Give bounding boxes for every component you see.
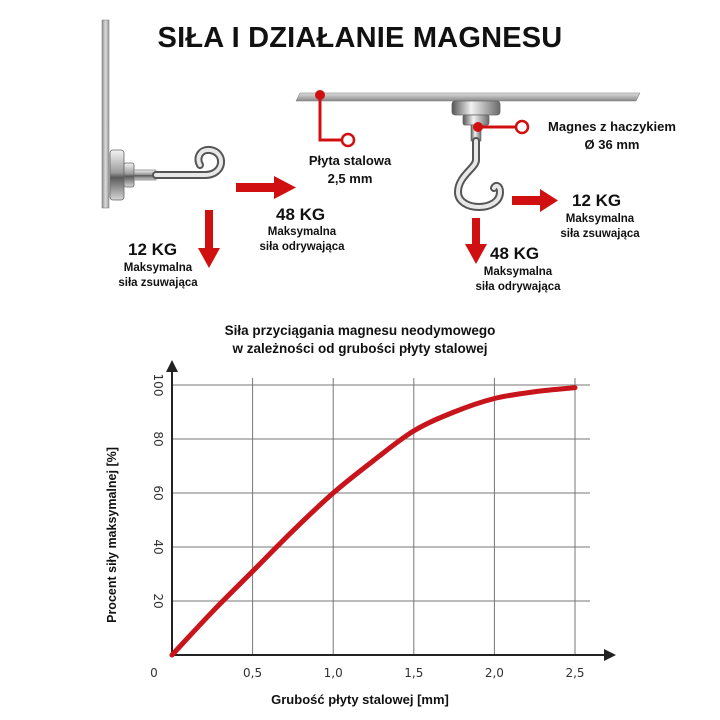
x-tick-label: 2,0 — [485, 666, 504, 680]
chart-title-line-1: Siła przyciągania magnesu neodymowego — [224, 323, 496, 338]
horizontal-steel-plate — [295, 92, 641, 102]
right-down-arrow — [465, 218, 487, 264]
y-tick-label: 100 — [151, 374, 165, 397]
chart-plot: 0,5 1,0 1,5 2,0 2,5 20 40 60 80 100 0 — [150, 360, 616, 680]
left-right-caption-line-1: Maksymalna — [267, 226, 337, 238]
page-title: SIŁA I DZIAŁANIE MAGNESU — [157, 22, 563, 54]
x-tick-label: 0,5 — [243, 666, 262, 680]
plate-label-line-1: Płyta stalowa — [308, 153, 392, 168]
right-side-arrow — [512, 189, 558, 212]
right-down-caption: Maksymalna siła odrywająca — [462, 265, 574, 295]
magnet-label-line-1: Magnes z haczykiem — [548, 119, 676, 134]
left-right-arrow — [236, 176, 296, 199]
right-magnet — [451, 100, 505, 211]
vertical-steel-plate — [101, 19, 110, 209]
left-right-caption: Maksymalna siła odrywająca — [246, 225, 358, 255]
chart-title-line-2: w zależności od grubości płyty stalowej — [232, 341, 488, 356]
x-tick-label: 1,5 — [404, 666, 423, 680]
chart-y-axis-label: Procent siły maksymalnej [%] — [105, 447, 119, 623]
left-right-caption-line-2: siła odrywająca — [259, 241, 345, 253]
right-down-caption-line-2: siła odrywająca — [475, 281, 561, 293]
y-tick-label: 80 — [151, 431, 165, 446]
left-down-value: 12 KG — [128, 240, 178, 259]
x-tick-label: 2,5 — [565, 666, 584, 680]
left-down-caption-line-1: Maksymalna — [123, 262, 193, 274]
plate-label: Płyta stalowa 2,5 mm — [300, 152, 400, 188]
y-tick-label: 40 — [151, 539, 165, 554]
right-side-caption: Maksymalna siła zsuwająca — [550, 212, 650, 242]
y-axis-arrowhead — [166, 360, 178, 372]
right-side-value: 12 KG — [572, 191, 622, 210]
magnet-label: Magnes z haczykiem Ø 36 mm — [532, 118, 692, 154]
series-line — [169, 385, 578, 658]
y-tick-label: 20 — [151, 593, 165, 608]
chart-title: Siła przyciągania magnesu neodymowego w … — [190, 322, 530, 358]
left-down-caption-line-2: siła zsuwająca — [118, 277, 198, 289]
right-side-caption-line-1: Maksymalna — [565, 213, 635, 225]
magnet-callout — [473, 119, 530, 135]
origin-label: 0 — [150, 666, 158, 680]
left-magnet — [109, 145, 225, 201]
y-tick-label: 60 — [151, 485, 165, 500]
magnet-label-line-2: Ø 36 mm — [584, 137, 640, 152]
left-down-arrow — [198, 210, 220, 268]
x-axis-arrowhead — [604, 649, 616, 661]
right-side-caption-line-2: siła zsuwająca — [560, 228, 640, 240]
left-right-value: 48 KG — [276, 205, 326, 224]
plate-label-line-2: 2,5 mm — [327, 171, 373, 186]
right-down-caption-line-1: Maksymalna — [483, 266, 553, 278]
plate-callout — [315, 90, 356, 148]
x-tick-label: 1,0 — [324, 666, 343, 680]
left-down-caption: Maksymalna siła zsuwająca — [108, 261, 208, 291]
right-down-value: 48 KG — [490, 244, 540, 263]
chart-x-axis-label: Grubość płyty stalowej [mm] — [271, 692, 449, 707]
